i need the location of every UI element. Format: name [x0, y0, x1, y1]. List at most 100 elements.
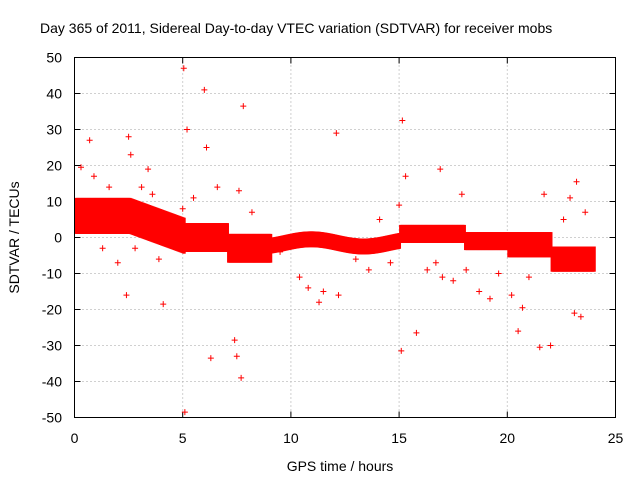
data-point — [181, 409, 188, 416]
y-tick-label: -20 — [42, 302, 62, 318]
data-point — [84, 220, 91, 227]
data-point — [305, 284, 312, 291]
data-point — [437, 166, 444, 173]
data-point — [365, 266, 372, 273]
data-point — [424, 266, 431, 273]
data-point — [376, 216, 383, 223]
data-band-strip — [549, 232, 553, 258]
data-point — [547, 342, 554, 349]
data-point — [145, 166, 152, 173]
chart-title: Day 365 of 2011, Sidereal Day-to-day VTE… — [40, 20, 552, 36]
data-point — [123, 292, 130, 299]
y-tick-label: -50 — [42, 410, 62, 426]
data-point — [106, 184, 113, 191]
data-point — [486, 295, 493, 302]
data-point — [396, 202, 403, 209]
data-point — [207, 355, 214, 362]
data-point — [450, 277, 457, 284]
data-point — [316, 299, 323, 306]
x-tick-label: 25 — [608, 430, 624, 446]
y-tick-label: 20 — [46, 158, 62, 174]
data-point — [277, 248, 284, 255]
data-point — [577, 313, 584, 320]
data-point — [571, 310, 578, 317]
x-tick-label: 5 — [179, 430, 187, 446]
data-point — [155, 256, 162, 263]
data-point — [525, 274, 532, 281]
data-point — [214, 184, 221, 191]
y-tick-label: -10 — [42, 266, 62, 282]
data-point — [138, 184, 145, 191]
data-point — [231, 337, 238, 344]
data-point — [203, 144, 210, 151]
data-point — [238, 374, 245, 381]
data-point — [463, 266, 470, 273]
data-point — [184, 126, 191, 133]
tick-layer: 0 5 10 15 20 25 -50 -40 -30 -20 -10 0 10 20 30 40 50 — [42, 50, 624, 447]
y-tick-label: 10 — [46, 194, 62, 210]
data-point — [190, 194, 197, 201]
data-point — [335, 292, 342, 299]
data-point — [519, 304, 526, 311]
data-point — [387, 259, 394, 266]
data-point — [235, 187, 242, 194]
data-point — [99, 245, 106, 252]
data-point — [333, 130, 340, 137]
y-tick-label: 50 — [46, 50, 62, 66]
data-point — [171, 223, 178, 230]
data-point — [296, 274, 303, 281]
data-point — [125, 133, 132, 140]
dense-band-layer — [74, 197, 596, 272]
y-tick-label: -30 — [42, 338, 62, 354]
data-point — [541, 191, 548, 198]
data-point — [222, 223, 229, 230]
x-tick-label: 20 — [500, 430, 516, 446]
data-point — [77, 164, 84, 171]
data-point — [560, 216, 567, 223]
x-tick-label: 15 — [391, 430, 407, 446]
plot-frame — [74, 57, 616, 418]
data-point — [432, 259, 439, 266]
data-point — [515, 328, 522, 335]
data-point — [352, 256, 359, 263]
y-tick-label: -40 — [42, 374, 62, 390]
data-point — [582, 209, 589, 216]
x-axis-label: GPS time / hours — [287, 458, 394, 474]
scatter-points — [77, 65, 589, 416]
data-point — [339, 238, 346, 245]
y-tick-label: 0 — [54, 230, 62, 246]
data-band-strip — [592, 246, 596, 272]
data-point — [132, 245, 139, 252]
y-axis-label: SDTVAR / TECUs — [6, 181, 22, 293]
data-point — [240, 103, 247, 110]
y-tick-label: 30 — [46, 122, 62, 138]
data-point — [180, 65, 187, 72]
x-tick-label: 0 — [71, 430, 79, 446]
data-point — [567, 194, 574, 201]
data-point — [402, 173, 409, 180]
data-point — [90, 173, 97, 180]
data-point — [413, 329, 420, 336]
data-point — [536, 344, 543, 351]
data-point — [399, 117, 406, 124]
data-point — [127, 151, 134, 158]
data-point — [248, 209, 255, 216]
data-point — [495, 270, 502, 277]
data-point — [233, 353, 240, 360]
data-point — [508, 292, 515, 299]
data-point — [573, 178, 580, 185]
data-point — [149, 191, 156, 198]
data-point — [320, 288, 327, 295]
data-point — [201, 86, 208, 93]
data-point — [476, 288, 483, 295]
data-point — [398, 347, 405, 354]
data-point — [458, 191, 465, 198]
data-point — [86, 137, 93, 144]
data-point — [179, 205, 186, 212]
x-tick-label: 10 — [283, 430, 299, 446]
y-tick-label: 40 — [46, 86, 62, 102]
data-point — [439, 274, 446, 281]
data-point — [114, 259, 121, 266]
data-point — [160, 301, 167, 308]
